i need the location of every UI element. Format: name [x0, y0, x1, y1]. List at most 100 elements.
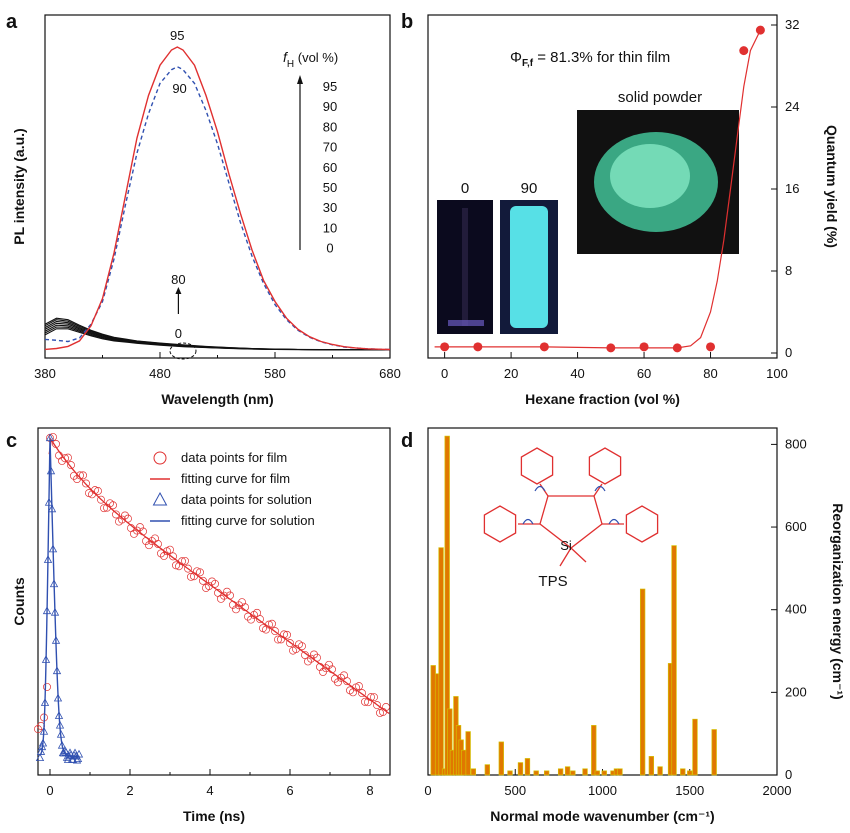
- data-point: [639, 342, 649, 352]
- film-data-point: [328, 665, 336, 674]
- bar: [692, 718, 698, 776]
- rotation-arrow: [594, 485, 606, 492]
- y-axis-label: PL intensity (a.u.): [11, 128, 27, 244]
- data-point: [672, 343, 682, 353]
- film-data-point: [67, 461, 75, 470]
- plot-frame-d: [427, 427, 778, 776]
- bar: [533, 770, 539, 776]
- x-tick-label: 60: [637, 366, 651, 381]
- solution-data-point: [73, 754, 83, 763]
- film-data-point: [142, 537, 150, 545]
- film-data-point: [370, 693, 378, 702]
- legend-title-symbol: f: [283, 49, 289, 65]
- y-axis-label: Quantum yield (%): [824, 125, 840, 248]
- film-data-point: [151, 534, 159, 543]
- solution-data-point: [48, 544, 58, 553]
- film-data-point: [136, 523, 144, 532]
- solution-data-point: [43, 555, 53, 563]
- panel-a-pl-spectra: 380 480 580 680 Wavelength (nm) PL intensity …: [11, 14, 401, 407]
- bar: [657, 766, 663, 776]
- film-data-point: [100, 504, 108, 513]
- inset-vial-90-glow: [510, 206, 548, 328]
- bar: [524, 758, 531, 776]
- film-data-point: [208, 577, 216, 586]
- data-point: [539, 342, 549, 352]
- bar: [470, 768, 477, 776]
- film-data-point: [184, 564, 192, 573]
- solution-data-point: [36, 747, 46, 755]
- bar: [591, 725, 597, 776]
- solution-data-point: [52, 666, 62, 675]
- film-data-point: [253, 608, 261, 617]
- series-line-80: [44, 317, 391, 351]
- film-data-point: [337, 673, 345, 682]
- film-data-point: [82, 479, 90, 488]
- x-tick-label: 1000: [588, 783, 617, 798]
- solution-data-point: [35, 753, 45, 762]
- film-data-point: [325, 660, 333, 669]
- annotation-rest: = 81.3% for thin film: [533, 49, 670, 66]
- film-data-point: [58, 456, 66, 465]
- legend-value: 70: [323, 140, 337, 155]
- film-data-point: [169, 552, 177, 561]
- legend-value: 80: [323, 119, 337, 134]
- x-tick-label: 0: [441, 366, 448, 381]
- bar: [544, 770, 550, 776]
- film-data-point: [316, 663, 324, 671]
- film-data-point: [112, 510, 120, 519]
- solution-data-point: [49, 579, 59, 588]
- film-data-point: [34, 725, 42, 734]
- film-data-point: [355, 682, 363, 691]
- film-data-point: [298, 642, 306, 651]
- solution-data-point: [47, 504, 57, 513]
- film-data-point: [361, 697, 369, 706]
- film-data-point: [241, 603, 249, 612]
- film-data-point: [217, 594, 225, 603]
- inset-label-90: 90: [521, 180, 538, 197]
- solution-data-point: [42, 606, 52, 615]
- plot-frame-b: [427, 14, 778, 359]
- x-tick-label: 6: [286, 783, 293, 798]
- film-data-point: [124, 514, 132, 523]
- bar: [498, 741, 504, 776]
- inset-vial-0-glow: [448, 320, 484, 326]
- x-tick-label: 80: [703, 366, 717, 381]
- film-data-point: [187, 572, 195, 581]
- solution-data-point: [50, 607, 60, 616]
- rotation-arrow: [534, 485, 546, 492]
- y-tick-label: 200: [785, 684, 807, 699]
- low-label-80: 80: [171, 272, 185, 287]
- data-point: [440, 342, 450, 352]
- film-data-point: [181, 556, 189, 565]
- bar: [430, 665, 436, 776]
- x-tick-label: 480: [149, 366, 171, 381]
- low-intensity-circle: [169, 342, 197, 360]
- bar: [570, 770, 576, 776]
- legend-swatch-circle: [153, 451, 167, 465]
- solution-data-point: [57, 740, 67, 749]
- film-data-point: [88, 490, 96, 499]
- film-data-point: [178, 557, 186, 566]
- y-tick-label: 600: [785, 519, 807, 534]
- quantum-yield-annotation: ΦF,f = 81.3% for thin film: [510, 49, 670, 69]
- film-data-point: [211, 579, 219, 588]
- arrow-head-low: [175, 287, 182, 294]
- film-data-point: [256, 615, 264, 624]
- y-axis-label: Reorganization energy (cm⁻¹): [830, 503, 846, 699]
- molecule-atom-si: Si: [560, 538, 572, 553]
- y-tick-label: 0: [785, 767, 792, 782]
- x-axis-label: Wavelength (nm): [161, 391, 273, 407]
- film-data-point: [76, 471, 84, 480]
- rotation-arrow: [522, 518, 534, 525]
- peak-label-95: 95: [170, 28, 184, 43]
- annotation-phi: Φ: [510, 49, 522, 66]
- film-data-point: [244, 612, 252, 621]
- film-data-point: [238, 598, 246, 607]
- film-data-point: [304, 657, 312, 666]
- phenyl-ring: [483, 505, 517, 543]
- film-data-point: [193, 567, 201, 576]
- legend-arrow-head: [297, 75, 303, 84]
- film-data-point: [196, 568, 204, 577]
- bond: [559, 547, 572, 567]
